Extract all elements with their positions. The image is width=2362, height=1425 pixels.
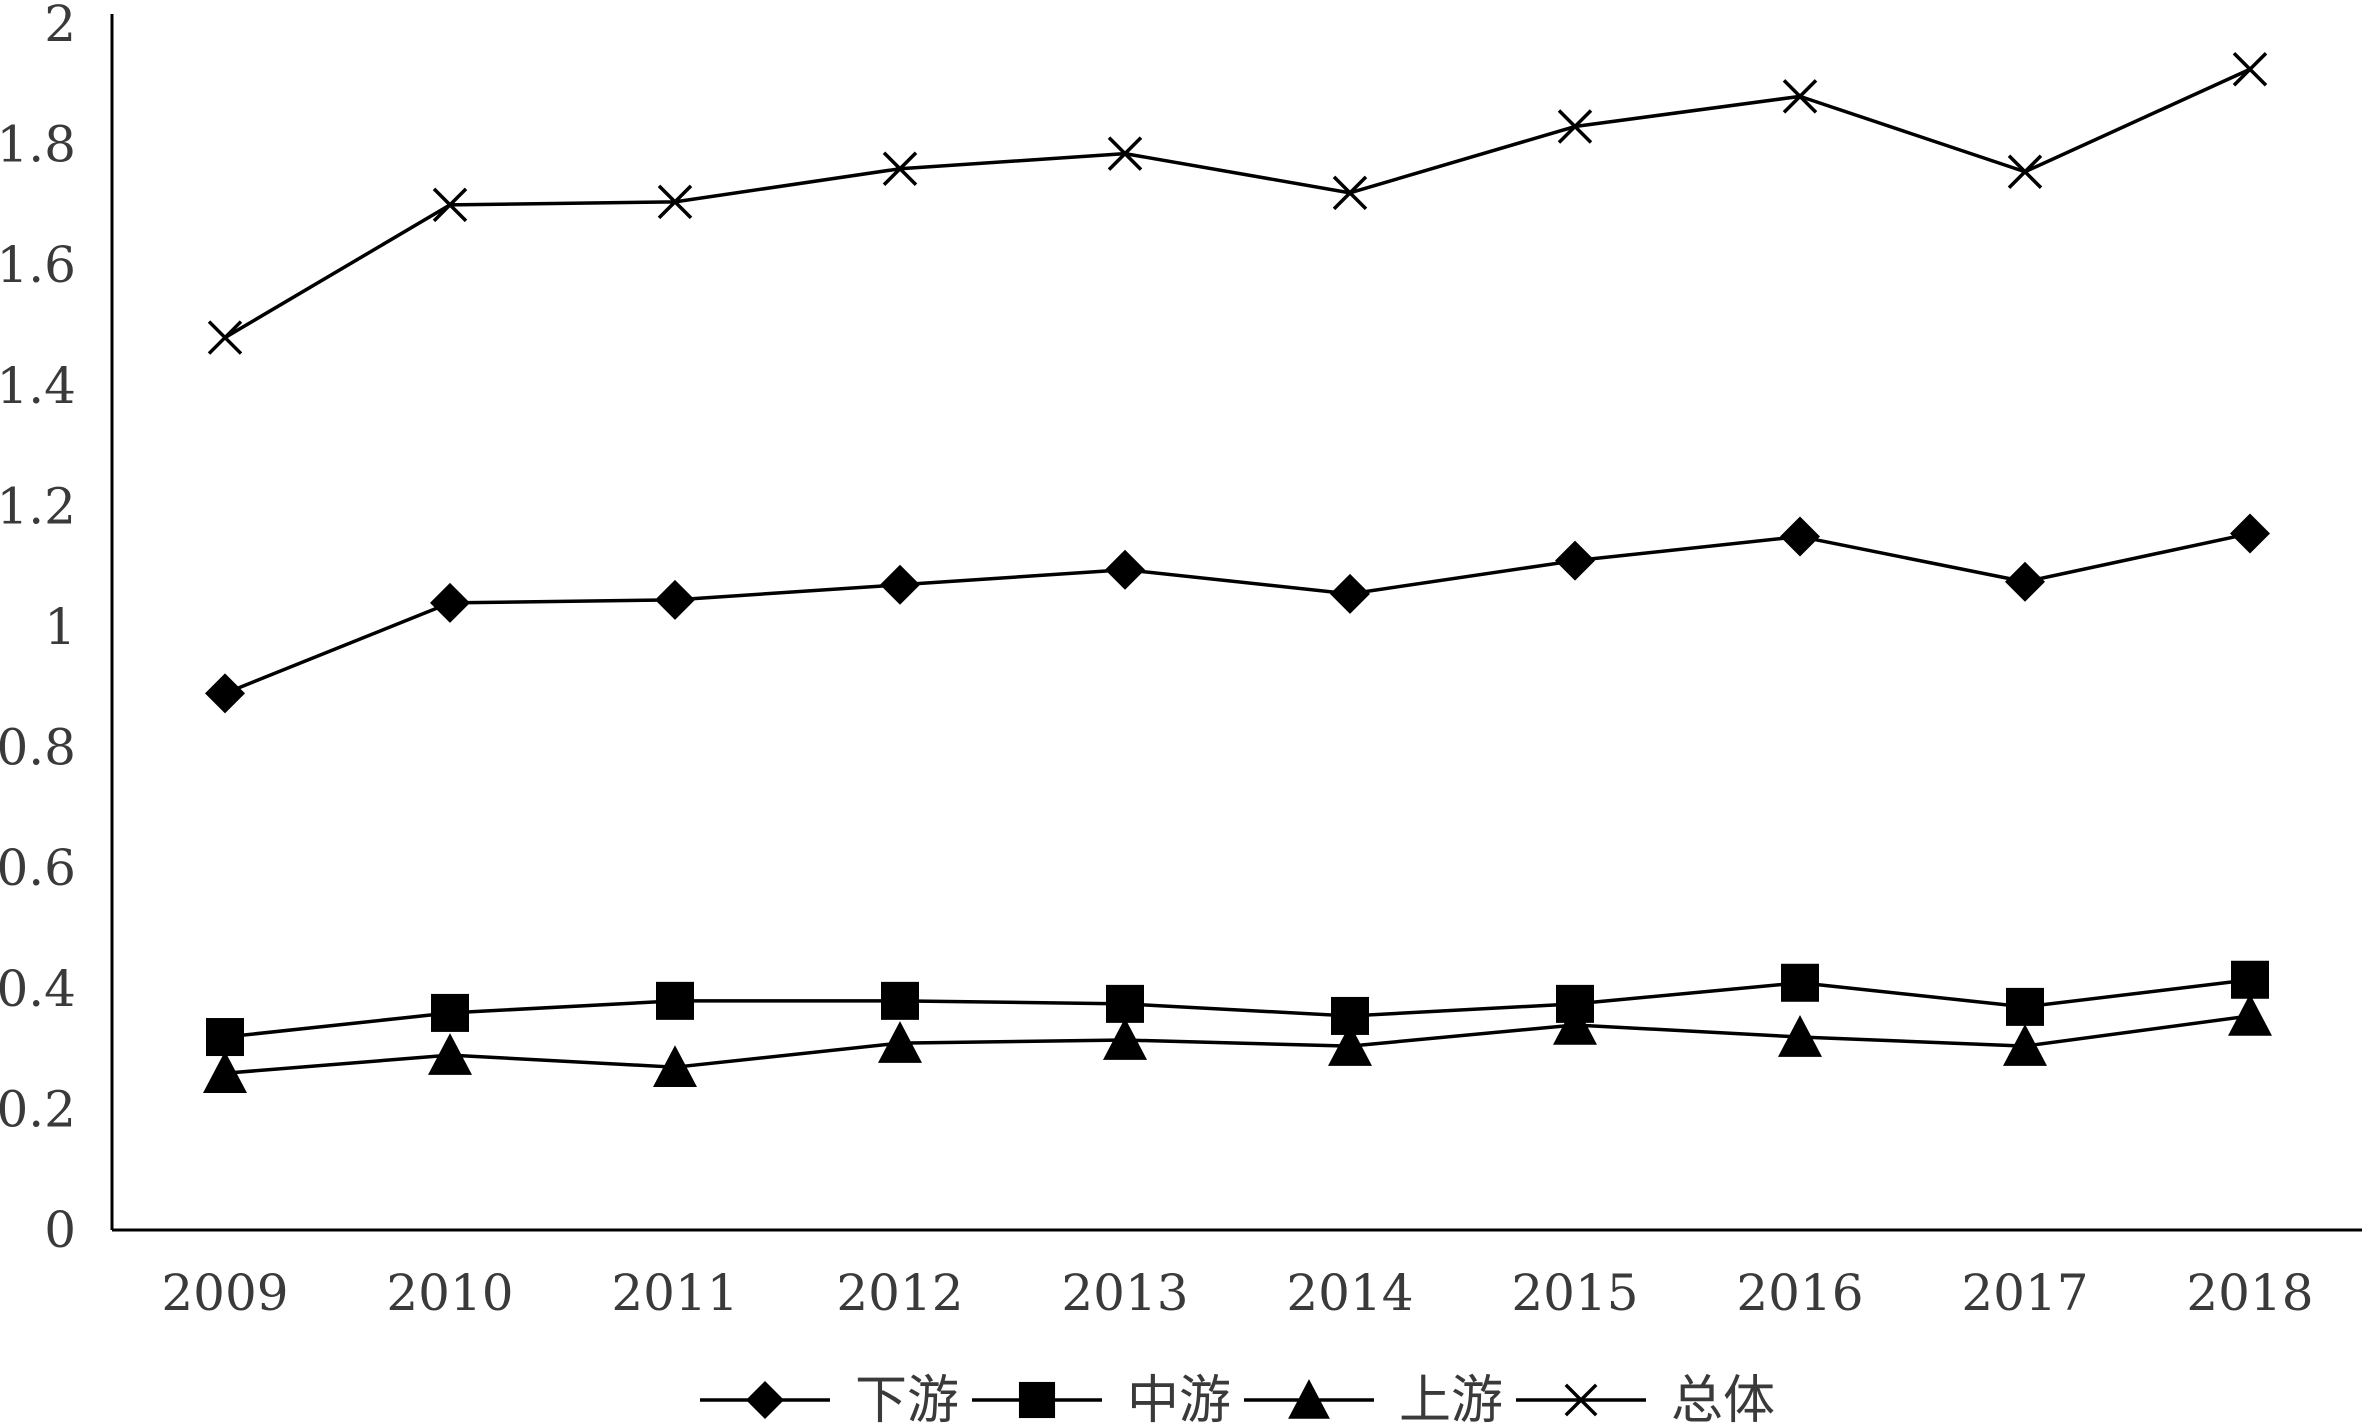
data-point-triangle bbox=[1553, 1002, 1597, 1045]
x-tick-label: 2015 bbox=[1511, 1264, 1638, 1322]
series-line bbox=[224, 67, 2251, 340]
y-tick-label: 0 bbox=[44, 1201, 76, 1259]
data-point-triangle bbox=[2228, 993, 2272, 1036]
y-tick-label: 0.4 bbox=[0, 960, 76, 1018]
data-point-square bbox=[206, 1018, 244, 1057]
data-point-x bbox=[2232, 51, 2268, 87]
data-point-square bbox=[1106, 984, 1144, 1023]
x-tick-label: 2017 bbox=[1961, 1264, 2088, 1322]
x-tick-label: 2009 bbox=[161, 1264, 288, 1322]
data-point-x bbox=[657, 184, 693, 220]
series-layer bbox=[203, 51, 2272, 1094]
x-tick-label: 2014 bbox=[1286, 1264, 1413, 1322]
y-tick-label: 1.6 bbox=[0, 236, 76, 294]
data-point-triangle bbox=[203, 1051, 247, 1094]
data-point-x bbox=[432, 187, 468, 223]
y-tick-label: 2 bbox=[44, 0, 76, 53]
y-tick-label: 1 bbox=[44, 598, 76, 656]
legend-item: 上游 bbox=[1244, 1371, 1503, 1425]
series-4 bbox=[207, 51, 2268, 355]
data-point-diamond bbox=[655, 579, 695, 620]
legend-label: 中游 bbox=[1127, 1371, 1231, 1425]
data-point-x bbox=[1107, 136, 1143, 171]
series-line bbox=[224, 978, 2251, 1039]
x-tick-label: 2016 bbox=[1736, 1264, 1863, 1322]
legend: 下游 中游 上游 总体 bbox=[700, 1371, 1775, 1425]
y-tick-label: 1.8 bbox=[0, 116, 76, 174]
data-point-diamond bbox=[1780, 516, 1820, 557]
data-point-diamond bbox=[1330, 573, 1370, 614]
data-point-triangle bbox=[653, 1045, 697, 1087]
y-axis-ticks: 0 0.2 0.4 0.6 0.8 1 1.2 1.4 1.6 1.8 2 bbox=[0, 0, 76, 1259]
data-point-square bbox=[2006, 987, 2044, 1026]
y-tick-label: 1.2 bbox=[0, 477, 76, 535]
data-point-diamond bbox=[1105, 549, 1145, 590]
series-3 bbox=[203, 993, 2272, 1094]
data-point-x bbox=[882, 151, 918, 186]
data-point-square bbox=[431, 993, 469, 1032]
data-point-x bbox=[1782, 79, 1818, 114]
legend-label: 总体 bbox=[1671, 1371, 1775, 1425]
legend-marker-x bbox=[1564, 1383, 1598, 1417]
legend-marker-square bbox=[1018, 1381, 1056, 1419]
legend-label: 上游 bbox=[1399, 1371, 1503, 1425]
y-tick-label: 0.8 bbox=[0, 719, 76, 777]
x-tick-label: 2013 bbox=[1061, 1264, 1188, 1322]
data-point-diamond bbox=[205, 673, 245, 714]
x-tick-label: 2011 bbox=[611, 1264, 738, 1322]
legend-item: 总体 bbox=[1516, 1371, 1775, 1425]
y-tick-label: 1.4 bbox=[0, 357, 76, 415]
x-tick-label: 2018 bbox=[2186, 1264, 2313, 1322]
legend-item: 中游 bbox=[972, 1371, 1231, 1425]
series-1 bbox=[205, 513, 2270, 714]
x-tick-label: 2012 bbox=[836, 1264, 963, 1322]
data-point-square bbox=[656, 981, 694, 1020]
data-point-diamond bbox=[2005, 561, 2045, 602]
data-point-triangle bbox=[2003, 1024, 2047, 1066]
legend-label: 下游 bbox=[855, 1371, 959, 1425]
data-point-triangle bbox=[1328, 1024, 1372, 1066]
y-tick-label: 0.2 bbox=[0, 1080, 76, 1138]
data-point-x bbox=[1557, 109, 1593, 144]
data-point-diamond bbox=[430, 582, 470, 623]
x-tick-label: 2010 bbox=[386, 1264, 513, 1322]
data-point-square bbox=[881, 981, 919, 1020]
legend-item: 下游 bbox=[700, 1371, 959, 1425]
data-point-diamond bbox=[1555, 540, 1595, 581]
data-point-x bbox=[1332, 175, 1368, 211]
series-line bbox=[224, 1014, 2251, 1075]
x-axis-ticks: 2009 2010 2011 2012 2013 2014 2015 2016 2017 2018 bbox=[161, 1264, 2313, 1322]
y-tick-label: 0.6 bbox=[0, 839, 76, 897]
data-point-square bbox=[2231, 960, 2269, 999]
data-point-x bbox=[207, 320, 243, 355]
data-point-diamond bbox=[2230, 513, 2270, 554]
data-point-diamond bbox=[880, 564, 920, 605]
series-line bbox=[224, 531, 2251, 695]
data-point-triangle bbox=[1103, 1018, 1147, 1060]
data-point-triangle bbox=[428, 1033, 472, 1075]
data-point-x bbox=[2007, 154, 2043, 189]
data-point-triangle bbox=[1778, 1015, 1822, 1057]
legend-marker-diamond bbox=[746, 1381, 784, 1419]
legend-marker-triangle bbox=[1288, 1379, 1330, 1419]
data-point-square bbox=[1781, 963, 1819, 1002]
data-point-triangle bbox=[878, 1021, 922, 1063]
